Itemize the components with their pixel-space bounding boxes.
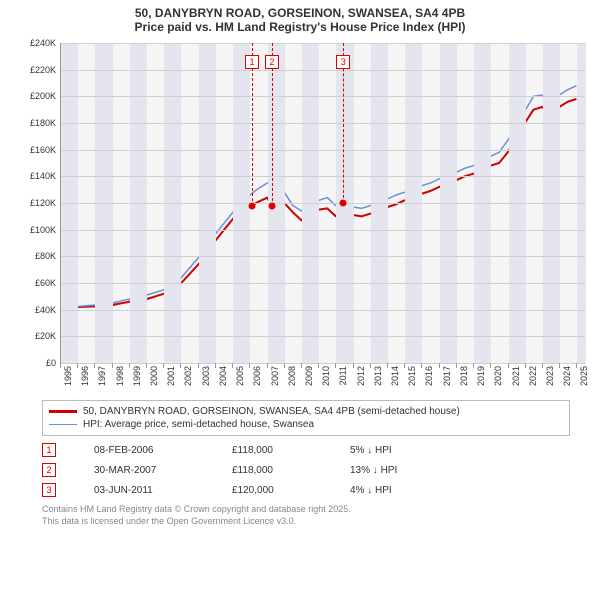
marker-row: 3 03-JUN-2011 £120,000 4% ↓ HPI xyxy=(42,480,570,500)
x-tick-label: 2000 xyxy=(149,366,159,386)
y-tick-label: £20K xyxy=(35,331,56,341)
marker-number-box: 2 xyxy=(42,463,56,477)
chart-area: £0£20K£40K£60K£80K£100K£120K£140K£160K£1… xyxy=(40,38,600,398)
x-tick-label: 2014 xyxy=(390,366,400,386)
page-container: 50, DANYBRYN ROAD, GORSEINON, SWANSEA, S… xyxy=(0,0,600,590)
x-tick-label: 2025 xyxy=(579,366,589,386)
x-tick-label: 2020 xyxy=(493,366,503,386)
marker-number-box: 3 xyxy=(42,483,56,497)
y-tick-label: £180K xyxy=(30,118,56,128)
y-tick-label: £80K xyxy=(35,251,56,261)
footer-line1: Contains HM Land Registry data © Crown c… xyxy=(42,504,590,516)
legend-swatch xyxy=(49,410,77,413)
marker-row: 1 08-FEB-2006 £118,000 5% ↓ HPI xyxy=(42,440,570,460)
x-tick-label: 2013 xyxy=(373,366,383,386)
x-tick-label: 2005 xyxy=(235,366,245,386)
marker-date: 03-JUN-2011 xyxy=(94,485,194,496)
x-tick-label: 2016 xyxy=(424,366,434,386)
y-tick-label: £0 xyxy=(46,358,56,368)
x-tick-label: 2012 xyxy=(356,366,366,386)
legend-label: 50, DANYBRYN ROAD, GORSEINON, SWANSEA, S… xyxy=(83,406,460,417)
x-tick-label: 2015 xyxy=(407,366,417,386)
footer-line2: This data is licensed under the Open Gov… xyxy=(42,516,590,528)
marker-table: 1 08-FEB-2006 £118,000 5% ↓ HPI 2 30-MAR-2007… xyxy=(42,440,570,500)
title-block: 50, DANYBRYN ROAD, GORSEINON, SWANSEA, S… xyxy=(0,0,600,38)
footer-text: Contains HM Land Registry data © Crown c… xyxy=(42,504,590,527)
marker-date: 30-MAR-2007 xyxy=(94,465,194,476)
chart-marker-1: 1 xyxy=(245,55,259,69)
y-tick-label: £60K xyxy=(35,278,56,288)
marker-price: £118,000 xyxy=(232,465,312,476)
plot-region: 12 3 xyxy=(60,43,585,363)
y-tick-label: £160K xyxy=(30,145,56,155)
legend-item: HPI: Average price, semi-detached house,… xyxy=(49,418,563,431)
x-tick-label: 2011 xyxy=(338,366,348,385)
legend-label: HPI: Average price, semi-detached house,… xyxy=(83,419,314,430)
x-tick-label: 1995 xyxy=(63,366,73,386)
y-tick-label: £100K xyxy=(30,225,56,235)
x-axis-ticks: 1995 1996 1997 1998 1999 2000 2001 2002 2003 2004… xyxy=(60,366,585,396)
marker-date: 08-FEB-2006 xyxy=(94,445,194,456)
marker-price: £118,000 xyxy=(232,445,312,456)
y-tick-label: £220K xyxy=(30,65,56,75)
y-tick-label: £40K xyxy=(35,305,56,315)
legend-swatch xyxy=(49,424,77,426)
x-tick-label: 1996 xyxy=(80,366,90,386)
chart-marker-2: 2 xyxy=(265,55,279,69)
title-address: 50, DANYBRYN ROAD, GORSEINON, SWANSEA, S… xyxy=(0,6,600,20)
marker-row: 2 30-MAR-2007 £118,000 13% ↓ HPI xyxy=(42,460,570,480)
x-tick-label: 2019 xyxy=(476,366,486,386)
marker-number-box: 1 xyxy=(42,443,56,457)
x-tick-label: 2017 xyxy=(442,366,452,386)
y-tick-label: £200K xyxy=(30,91,56,101)
marker-diff: 13% ↓ HPI xyxy=(350,465,440,476)
y-tick-label: £240K xyxy=(30,38,56,48)
y-tick-label: £140K xyxy=(30,171,56,181)
y-tick-label: £120K xyxy=(30,198,56,208)
title-subtitle: Price paid vs. HM Land Registry's House … xyxy=(0,20,600,34)
x-tick-label: 1997 xyxy=(97,366,107,386)
x-tick-label: 1998 xyxy=(115,366,125,386)
x-tick-label: 2022 xyxy=(528,366,538,386)
x-tick-label: 2001 xyxy=(166,366,176,386)
x-tick-label: 1999 xyxy=(132,366,142,386)
y-axis-ticks: £0£20K£40K£60K£80K£100K£120K£140K£160K£1… xyxy=(40,43,58,363)
x-tick-label: 2021 xyxy=(511,366,521,386)
x-tick-label: 2009 xyxy=(304,366,314,386)
chart-marker-3: 3 xyxy=(336,55,350,69)
x-tick-label: 2024 xyxy=(562,366,572,386)
legend-item: 50, DANYBRYN ROAD, GORSEINON, SWANSEA, S… xyxy=(49,405,563,418)
x-tick-label: 2003 xyxy=(201,366,211,386)
marker-price: £120,000 xyxy=(232,485,312,496)
marker-diff: 4% ↓ HPI xyxy=(350,485,440,496)
x-tick-label: 2018 xyxy=(459,366,469,386)
x-tick-label: 2006 xyxy=(252,366,262,386)
x-tick-label: 2004 xyxy=(218,366,228,386)
x-tick-label: 2023 xyxy=(545,366,555,386)
x-tick-label: 2010 xyxy=(321,366,331,386)
marker-diff: 5% ↓ HPI xyxy=(350,445,440,456)
legend-box: 50, DANYBRYN ROAD, GORSEINON, SWANSEA, S… xyxy=(42,400,570,436)
x-tick-label: 2007 xyxy=(270,366,280,386)
x-tick-label: 2008 xyxy=(287,366,297,386)
x-tick-label: 2002 xyxy=(183,366,193,386)
